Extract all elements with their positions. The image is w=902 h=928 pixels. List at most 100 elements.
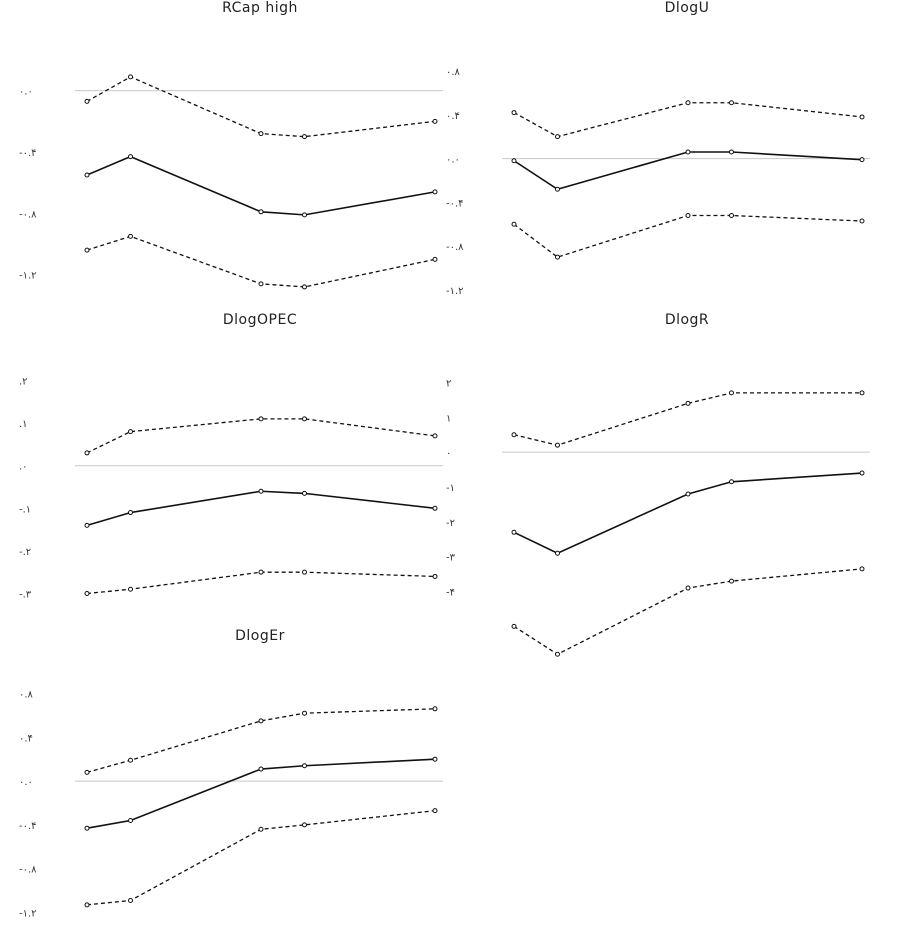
data-point — [302, 212, 307, 218]
data-point — [128, 429, 133, 435]
data-point — [432, 756, 438, 762]
data-point — [555, 186, 560, 192]
chart-svg: ۲ ۱ ۰ -۱ -۲ -۳ -۴ — [446, 378, 870, 657]
data-point — [302, 416, 307, 422]
data-point — [84, 769, 90, 775]
data-point — [729, 149, 734, 155]
y-tick-label: -۰.۴ — [19, 148, 37, 159]
series-line-estimate — [86, 155, 436, 216]
data-point — [432, 256, 438, 262]
y-tick-label: -۳ — [446, 553, 456, 564]
data-point — [302, 284, 307, 290]
data-point — [302, 763, 307, 769]
chart-title: DlogU — [664, 0, 710, 16]
chart-svg: ۰.۸ ۰.۴ ۰.۰ -۰.۴ -۰.۸ -۱.۲ — [446, 67, 870, 297]
data-point — [685, 100, 691, 106]
y-tick-label: ۰.۸ — [446, 67, 461, 78]
y-tick-label: ۰.۰ — [19, 777, 33, 788]
y-tick-label: -۰.۸ — [446, 242, 464, 253]
data-point — [258, 766, 264, 772]
y-tick-label: -.۳ — [19, 589, 32, 600]
data-point — [84, 590, 90, 596]
series-line-bound — [513, 214, 863, 258]
data-point — [432, 118, 438, 124]
chart-title: DlogR — [664, 312, 710, 328]
data-point — [84, 172, 90, 178]
data-point — [685, 213, 691, 219]
y-tick-label: -.۱ — [19, 504, 31, 515]
y-tick-label: .۲ — [19, 377, 28, 388]
y-tick-label: ۰.۰ — [446, 155, 460, 166]
data-point — [258, 569, 264, 575]
data-point — [729, 100, 734, 106]
y-tick-label: -۱.۲ — [19, 271, 37, 282]
data-point — [859, 114, 865, 120]
data-point — [729, 479, 734, 485]
y-tick-label: ۲ — [446, 378, 451, 389]
data-point — [258, 209, 264, 215]
data-point — [432, 808, 438, 814]
y-tick-label: .۰ — [19, 462, 28, 473]
data-point — [511, 623, 517, 629]
data-point — [128, 74, 133, 80]
y-tick-label: -۰.۸ — [19, 209, 37, 220]
series-line-bound — [513, 392, 862, 446]
data-point — [555, 442, 560, 448]
data-point — [685, 149, 691, 155]
data-point — [258, 826, 264, 832]
y-tick-label: ۰.۸ — [19, 689, 34, 700]
series-line-bound — [86, 235, 436, 288]
y-tick-label: -۴ — [446, 588, 455, 599]
y-tick-label: ۰.۴ — [446, 111, 460, 122]
y-tick-label: -۰.۴ — [19, 821, 37, 832]
data-point — [555, 550, 560, 556]
data-point — [432, 189, 438, 195]
data-point — [302, 569, 307, 575]
data-point — [84, 450, 90, 456]
series-line-bound — [513, 102, 863, 138]
series-line-bound — [86, 810, 436, 906]
data-point — [685, 491, 691, 497]
data-point — [84, 247, 90, 253]
data-point — [84, 902, 90, 908]
data-point — [859, 157, 865, 163]
series-line-bound — [86, 708, 436, 773]
data-point — [258, 718, 264, 724]
data-point — [258, 488, 264, 494]
y-tick-label: -۰.۸ — [19, 865, 37, 876]
data-point — [511, 158, 517, 164]
data-point — [432, 573, 438, 579]
data-point — [128, 586, 133, 592]
y-tick-label: -۱.۲ — [446, 286, 464, 297]
data-point — [432, 433, 438, 439]
data-point — [859, 566, 865, 572]
data-point — [859, 470, 865, 476]
y-tick-label: ۰ — [446, 448, 451, 459]
data-point — [729, 213, 734, 219]
chart-panel-dloger: DlogEr ۰.۸ ۰.۴ ۰.۰ -۰.۴ -۰.۸ -۱.۲ — [19, 628, 475, 928]
data-point — [729, 578, 734, 584]
data-point — [128, 757, 133, 763]
data-point — [555, 254, 560, 260]
data-point — [302, 490, 307, 496]
data-point — [685, 400, 691, 406]
data-point — [128, 897, 133, 903]
chart-panel-dlogr: DlogR ۲ ۱ ۰ -۱ -۲ -۳ -۴ — [446, 312, 902, 657]
y-tick-label: ۰.۴ — [19, 733, 33, 744]
chart-title: RCap high — [222, 0, 298, 16]
data-point — [511, 529, 517, 535]
series-line-bound — [513, 568, 863, 656]
y-tick-label: ۱ — [446, 413, 451, 424]
data-point — [729, 390, 734, 396]
chart-svg: .۲ .۱ .۰ -.۱ -.۲ -.۳ — [19, 377, 443, 600]
data-point — [432, 505, 438, 511]
y-tick-label: -۱.۲ — [19, 909, 37, 920]
data-point — [432, 706, 438, 712]
series-line-bound — [86, 418, 436, 454]
y-tick-label: -۲ — [446, 518, 455, 529]
chart-panel-dlogopec: DlogOPEC .۲ .۱ .۰ -.۱ -.۲ -.۳ — [19, 312, 475, 612]
data-point — [84, 522, 90, 528]
data-point — [511, 221, 517, 227]
data-point — [258, 416, 264, 422]
data-point — [258, 281, 264, 287]
